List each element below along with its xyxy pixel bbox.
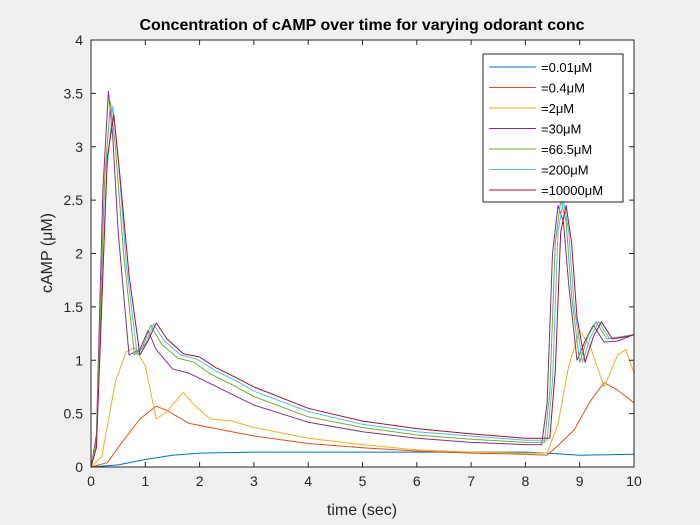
- y-tick-label: 0: [75, 459, 83, 475]
- y-tick-label: 2: [75, 246, 83, 262]
- legend-label-1: =0.4μM: [541, 81, 585, 96]
- x-tick-label: 6: [413, 473, 421, 489]
- x-tick-label: 9: [576, 473, 584, 489]
- y-tick-label: 3: [75, 139, 83, 155]
- x-tick-label: 0: [87, 473, 95, 489]
- legend-label-5: =200μM: [541, 163, 589, 178]
- y-axis-label: cAMP (μM): [39, 213, 56, 293]
- series-line-6: [90, 114, 635, 468]
- x-tick-label: 2: [196, 473, 204, 489]
- series-line-4: [90, 101, 635, 468]
- legend: =0.01μM =0.4μM =2μM =30μM =66.5μM =200μM =1000…: [482, 53, 624, 203]
- legend-label-2: =2μM: [541, 101, 574, 116]
- x-tick-label: 10: [626, 473, 642, 489]
- x-axis-label: time (sec): [327, 502, 397, 519]
- series-line-3: [90, 90, 635, 468]
- x-tick-label: 7: [467, 473, 475, 489]
- x-axis-ticks: 0 1 2 3 4 5 6 7 8 9 10: [87, 40, 642, 489]
- x-tick-label: 1: [141, 473, 149, 489]
- x-tick-label: 3: [250, 473, 258, 489]
- legend-label-6: =10000μM: [541, 183, 603, 198]
- x-tick-label: 4: [304, 473, 312, 489]
- x-tick-label: 8: [522, 473, 530, 489]
- y-tick-label: 3.5: [64, 85, 84, 101]
- legend-label-0: =0.01μM: [541, 60, 592, 75]
- y-tick-label: 0.5: [64, 406, 84, 422]
- legend-label-4: =66.5μM: [541, 142, 592, 157]
- y-axis-ticks: 0 0.5 1 1.5 2 2.5 3 3.5 4: [64, 32, 634, 475]
- chart-title: Concentration of cAMP over time for vary…: [139, 17, 584, 34]
- x-tick-label: 5: [359, 473, 367, 489]
- legend-label-3: =30μM: [541, 122, 581, 137]
- y-tick-label: 4: [75, 32, 83, 48]
- y-tick-label: 2.5: [64, 192, 84, 208]
- legend-items: =0.01μM =0.4μM =2μM =30μM =66.5μM =200μM =1000…: [489, 60, 603, 198]
- series-line-5: [90, 105, 635, 468]
- y-tick-label: 1: [75, 352, 83, 368]
- series-line-1: [90, 382, 635, 468]
- series-lines: [90, 90, 635, 468]
- y-tick-label: 1.5: [64, 299, 84, 315]
